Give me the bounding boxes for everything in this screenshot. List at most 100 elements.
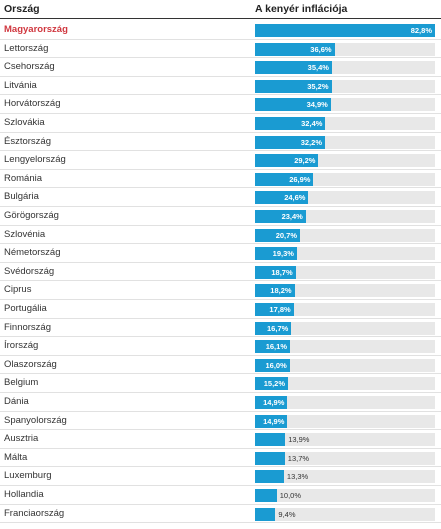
bar [255,24,435,37]
data-label: 13,7% [287,453,310,463]
bar [255,61,332,75]
data-label: 35,4% [307,63,329,73]
country-label: Finnország [4,321,51,333]
bar [255,210,306,223]
bar-track [255,321,435,335]
bar [255,284,295,298]
bar-track [255,265,435,279]
table-row: Portugália 17,8% [0,300,441,319]
bar [255,247,297,261]
table-row: Észtország 32,2% [0,133,441,152]
data-label: 19,3% [272,249,294,259]
data-label: 34,9% [306,100,328,110]
table-row: Svédország 18,7% [0,263,441,282]
bar [255,303,294,316]
bar-track [255,507,435,521]
table-row: Finnország 16,7% [0,319,441,338]
bar [255,489,277,502]
bar-track [255,340,435,354]
table-row: Németország 19,3% [0,244,441,263]
data-label: 17,8% [269,305,291,314]
country-label: Szlovénia [4,228,46,240]
country-label: Hollandia [4,489,44,500]
table-row: Szlovénia 20,7% [0,226,441,245]
bar-track [255,228,435,242]
table-row: Lengyelország 29,2% [0,151,441,170]
country-label: Spanyolország [4,414,67,426]
data-label: 14,9% [263,416,285,426]
country-label: Észtország [4,135,51,147]
country-label: Portugália [4,303,47,314]
country-label: Olaszország [4,358,57,370]
bar [255,154,319,168]
table-row: Dánia 14,9% [0,393,441,412]
bar [255,358,290,372]
data-label: 18,7% [271,267,293,277]
bar [255,191,309,205]
country-label: Bulgária [4,191,39,203]
country-label: Csehország [4,61,55,73]
bar-track [255,284,435,298]
data-label: 15,2% [263,379,286,389]
bar [255,507,276,521]
data-label: 24,6% [284,193,306,203]
country-label: Szlovákia [4,117,45,128]
country-label: Lengyelország [4,154,66,166]
table-row: Lettország 36,6% [0,40,441,59]
bar-track [255,377,435,391]
country-label: Dánia [4,396,29,407]
bar [255,396,288,409]
data-label: 36,6% [310,44,332,54]
data-label: 10,0% [279,491,302,500]
data-label: 23,4% [281,212,303,221]
table-row: Spanyolország 14,9% [0,412,441,431]
bar [255,98,331,112]
country-label: Lettország [4,42,49,54]
bar-track [255,396,435,409]
country-label: Luxemburg [4,470,52,482]
table-row: Belgium 15,2% [0,374,441,393]
country-label: Románia [4,172,43,184]
table-row: Horvátország 34,9% [0,95,441,114]
data-label: 16,7% [267,323,289,333]
table-row: Szlovákia 32,4% [0,114,441,133]
data-label: 29,2% [294,156,316,166]
country-label: Írország [4,340,39,352]
bar [255,377,289,391]
table-row: Magyarország 82,8% [0,21,441,40]
bar [255,321,292,335]
bar-track [255,433,435,447]
data-label: 32,2% [300,137,322,147]
data-label: 32,4% [301,119,323,128]
country-label: Görögország [4,210,59,221]
bar [255,79,332,93]
country-label: Svédország [4,265,55,277]
table-row: Ciprus 18,2% [0,281,441,300]
bar-track [255,470,435,484]
bar-track [255,414,435,428]
bar-track [255,303,435,316]
table-row: Írország 16,1% [0,337,441,356]
data-label: 18,2% [270,286,292,296]
data-label: 13,9% [288,435,310,445]
bar-track [255,451,435,465]
header-divider [0,18,441,19]
bar [255,135,325,149]
table-row: Litvánia 35,2% [0,77,441,96]
table-row: Bulgária 24,6% [0,188,441,207]
country-label: Ciprus [4,284,32,296]
table-row: Franciaország 9,4% [0,505,441,524]
country-label: Ausztria [4,433,39,445]
data-label: 20,7% [275,230,297,240]
bar [255,42,335,56]
bar-track [255,247,435,261]
country-label: Magyarország [4,24,68,35]
country-label: Franciaország [4,507,65,519]
bar [255,414,288,428]
table-row: Málta 13,7% [0,449,441,468]
country-label: Litvánia [4,79,37,91]
country-label: Horvátország [4,98,61,110]
data-label: 82,8% [410,26,432,35]
data-label: 13,3% [286,472,309,482]
